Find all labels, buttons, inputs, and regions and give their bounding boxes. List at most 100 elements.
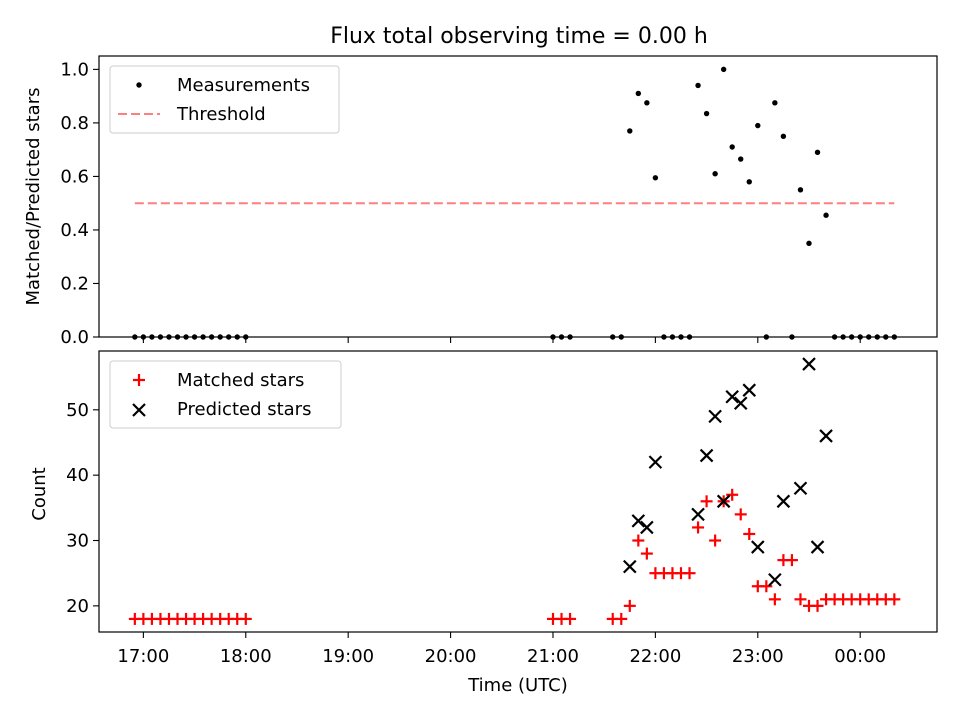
bottom-x-tick: 23:00 (732, 632, 784, 667)
predicted-point (768, 572, 782, 587)
predicted-point (716, 494, 731, 509)
chart-title: Flux total observing time = 0.00 h (330, 24, 708, 49)
predicted-point (742, 383, 757, 397)
bottom-x-ticks: 17:00 18:00 19:00 20:00 21:00 22:00 23:00 00:00 (117, 632, 886, 667)
matched-point (700, 495, 713, 508)
legend-measurements-label: Measurements (177, 75, 310, 96)
bottom-x-tick: 17:00 (117, 632, 169, 667)
bottom-x-tick: 19:00 (322, 632, 374, 667)
x-axis-label: Time (UTC) (467, 675, 568, 696)
matched-point (640, 547, 653, 560)
legend-predicted-marker (132, 403, 146, 417)
predicted-point (802, 357, 816, 371)
matched-point (794, 593, 807, 606)
measurement-point (772, 100, 778, 106)
bottom-y-tick: 30 (66, 531, 99, 552)
matched-point (632, 534, 645, 547)
top-y-tick: 0.6 (60, 166, 99, 187)
top-x-ticks (142, 337, 861, 343)
top-y-ticks: 0.0 0.2 0.4 0.6 0.8 1.0 (60, 59, 99, 348)
bottom-legend: Matched stars Predicted stars (109, 360, 342, 429)
bottom-x-tick: 00:00 (834, 632, 886, 667)
measurement-point (729, 144, 735, 150)
top-y-tick: 0.2 (60, 273, 99, 294)
predicted-point (810, 540, 825, 554)
predicted-point (733, 396, 748, 411)
bottom-x-tick: 22:00 (629, 632, 681, 667)
bottom-y-tick: 20 (66, 596, 99, 617)
measurement-point (712, 171, 718, 177)
bottom-y-tick-label: 40 (66, 465, 89, 486)
matched-point (734, 508, 747, 521)
predicted-point (819, 429, 833, 443)
matched-point (888, 593, 901, 606)
top-y-tick-label: 0.6 (60, 166, 89, 187)
measurement-point (823, 212, 829, 218)
predicted-point (708, 409, 722, 424)
predicted-point (793, 481, 808, 496)
predicted-point (648, 455, 663, 469)
bottom-y-tick-label: 20 (66, 596, 89, 617)
matched-point (709, 534, 722, 547)
x-tick-label: 23:00 (732, 646, 784, 667)
measurement-point (627, 128, 633, 134)
top-y-tick: 1.0 (60, 59, 99, 80)
top-y-tick: 0.4 (60, 220, 99, 241)
top-y-axis-label: Matched/Predicted stars (23, 88, 44, 306)
legend-matched-marker (133, 374, 145, 386)
bottom-panel: 20 30 40 50 17:00 18:00 19:00 20:00 21:00 22:00 2… (29, 350, 938, 696)
bottom-legend-box (109, 360, 342, 429)
top-y-tick-label: 0.0 (60, 327, 89, 348)
measurement-point (814, 149, 821, 156)
matched-point (811, 599, 824, 612)
bottom-y-ticks: 20 30 40 50 (66, 400, 99, 617)
x-tick-label: 00:00 (834, 646, 886, 667)
bottom-y-tick: 40 (66, 465, 99, 486)
measurement-point (652, 175, 659, 181)
measurement-point (738, 156, 744, 162)
predicted-point (751, 540, 765, 554)
matched-point (615, 612, 628, 625)
matched-point (760, 580, 773, 593)
matched-point (692, 521, 705, 534)
measurement-point (695, 82, 701, 89)
matched-point (683, 567, 696, 580)
measurement-point (635, 90, 642, 97)
bottom-axes-frame (98, 350, 938, 633)
predicted-point (691, 507, 705, 522)
matched-point (726, 488, 739, 501)
top-y-tick-label: 0.4 (60, 220, 89, 241)
measurement-point (746, 179, 752, 185)
matched-point (623, 599, 636, 612)
x-tick-label: 19:00 (322, 646, 374, 667)
measurement-point (797, 187, 804, 193)
x-tick-label: 21:00 (527, 646, 579, 667)
top-y-tick: 0.8 (60, 113, 99, 134)
predicted-point (776, 494, 791, 509)
top-y-tick-label: 1.0 (60, 59, 89, 80)
legend-measurements-marker (136, 82, 142, 88)
top-legend-box (109, 65, 340, 134)
bottom-y-tick: 50 (66, 400, 99, 421)
measurement-point (644, 100, 650, 106)
series-predicted-stars (623, 357, 833, 587)
matched-point (768, 593, 781, 606)
top-y-tick: 0.0 (60, 327, 99, 348)
measurement-point (755, 122, 761, 129)
measurement-point (806, 240, 812, 247)
matched-point (785, 554, 798, 567)
bottom-y-tick-label: 30 (66, 531, 89, 552)
predicted-point (631, 514, 646, 528)
x-tick-label: 17:00 (117, 646, 169, 667)
matched-point (564, 612, 577, 625)
legend-threshold-label: Threshold (176, 104, 266, 125)
measurement-point (720, 66, 727, 73)
bottom-x-tick: 20:00 (425, 632, 477, 667)
top-y-tick-label: 0.2 (60, 273, 89, 294)
predicted-point (640, 520, 654, 535)
matched-point (239, 612, 252, 625)
top-axes-frame (98, 55, 938, 338)
x-tick-label: 22:00 (629, 646, 681, 667)
measurement-point (703, 110, 710, 117)
